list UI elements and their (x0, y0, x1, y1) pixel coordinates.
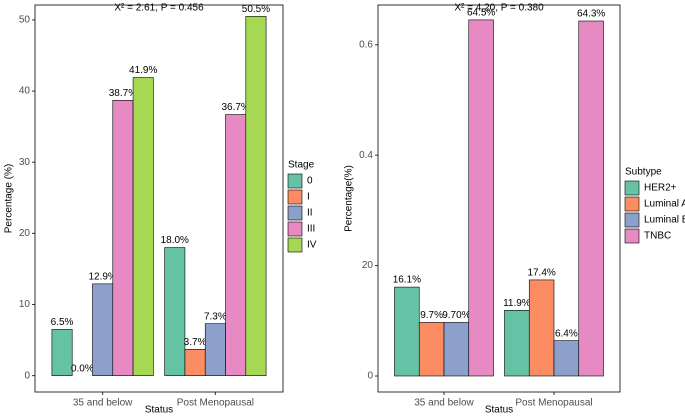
bar (132, 77, 154, 376)
legend-label: IV (307, 240, 317, 251)
y-tick-label: 10 (19, 299, 31, 310)
legend-label: Luminal B (644, 215, 685, 226)
data-label: 64.5% (467, 8, 495, 19)
bar (225, 114, 247, 376)
legend-key (624, 228, 640, 244)
legend-label: Luminal A (644, 199, 685, 210)
bar (468, 19, 494, 377)
data-label: 9.7% (420, 310, 443, 321)
data-label: 36.7% (221, 102, 249, 113)
data-label: 6.4% (555, 328, 578, 339)
legend-key (624, 196, 640, 212)
x-axis-title: Status (145, 405, 173, 416)
y-tick-label: 0.4 (359, 150, 373, 161)
data-label: 50.5% (242, 4, 270, 15)
bar (394, 286, 420, 377)
bar (504, 309, 530, 377)
bar (184, 349, 206, 376)
data-label: 18.0% (161, 235, 189, 246)
legend-key (624, 180, 640, 196)
chart-title: X² = 4.20, P = 0.380 (454, 3, 544, 14)
bar (112, 100, 134, 376)
legend-label: II (307, 208, 313, 219)
legend-label: HER2+ (644, 183, 677, 194)
legend-label: TNBC (644, 231, 671, 242)
x-axis-title: Status (485, 405, 513, 416)
legend-label: 0 (307, 176, 313, 187)
plot-border (34, 4, 284, 393)
legend-label: I (307, 192, 310, 203)
data-label: 64.3% (577, 9, 605, 20)
y-tick-label: 30 (19, 157, 31, 168)
bar (245, 16, 267, 376)
plot-border (377, 4, 621, 393)
data-label: 6.5% (51, 317, 74, 328)
x-tick-label: 35 and below (414, 398, 474, 409)
x-tick-label: Post Menopausal (515, 398, 592, 409)
bar (553, 340, 580, 377)
bar (164, 247, 186, 376)
legend-title: Stage (288, 160, 315, 171)
data-label: 3.7% (184, 337, 207, 348)
bar (92, 283, 114, 376)
y-tick-label: 20 (19, 228, 31, 239)
chart-title: X² = 2.61, P = 0.456 (114, 3, 204, 14)
data-label: 9.70% (442, 310, 470, 321)
data-label: 0.0% (71, 363, 94, 374)
data-label: 11.9% (503, 298, 531, 309)
bar (204, 323, 226, 376)
x-tick-label: Post Menopausal (177, 398, 254, 409)
data-label: 12.9% (88, 272, 116, 283)
legend-key (287, 205, 303, 221)
bar (578, 20, 604, 377)
bar (51, 329, 73, 376)
legend-key (287, 237, 303, 253)
bar (528, 279, 555, 377)
legend-label: III (307, 224, 315, 235)
legend-title: Subtype (625, 167, 662, 178)
y-tick-label: 40 (19, 86, 31, 97)
y-tick-label: 0.6 (359, 39, 373, 50)
bar (418, 322, 445, 377)
legend-key (287, 221, 303, 237)
y-tick-label: 0 (367, 371, 373, 382)
data-label: 38.7% (109, 88, 137, 99)
bar (443, 322, 470, 377)
x-tick-label: 35 and below (73, 398, 133, 409)
y-axis-title: Percentage(%) (344, 165, 355, 232)
legend-key (624, 212, 640, 228)
legend-key (287, 189, 303, 205)
y-tick-label: 20 (362, 260, 374, 271)
data-label: 16.1% (393, 275, 421, 286)
y-tick-label: 50 (19, 15, 31, 26)
data-label: 17.4% (527, 268, 555, 279)
data-label: 7.3% (204, 311, 227, 322)
y-tick-label: 0 (24, 370, 30, 381)
y-axis-title: Percentage (%) (4, 164, 15, 233)
legend-key (287, 173, 303, 189)
data-label: 41.9% (129, 65, 157, 76)
